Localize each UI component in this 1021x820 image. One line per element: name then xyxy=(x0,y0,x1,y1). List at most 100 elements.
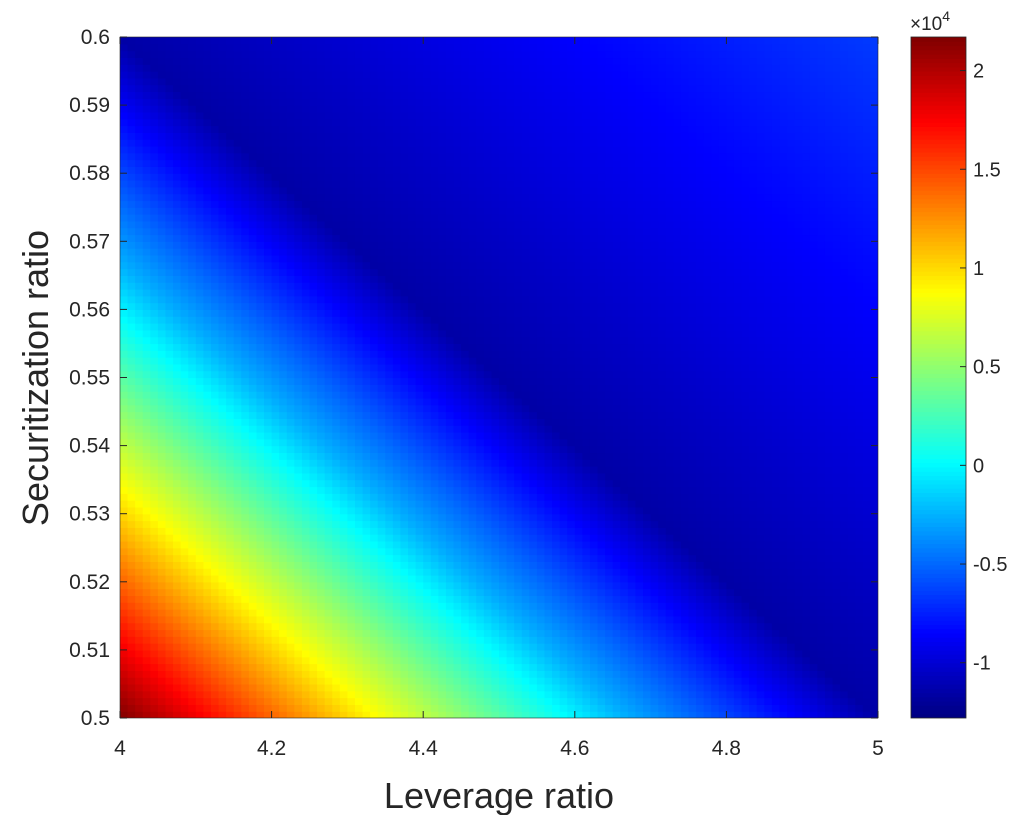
heatmap-cell xyxy=(135,261,144,270)
heatmap-cell xyxy=(120,663,129,671)
heatmap-cell xyxy=(468,254,477,263)
heatmap-cell xyxy=(309,186,318,195)
heatmap-cell xyxy=(309,234,318,242)
heatmap-cell xyxy=(339,663,348,671)
heatmap-cell xyxy=(415,397,424,406)
heatmap-cell xyxy=(286,527,295,535)
heatmap-cell xyxy=(279,534,288,542)
heatmap-cell xyxy=(354,282,364,290)
heatmap-cell xyxy=(491,554,500,562)
heatmap-cell xyxy=(370,391,379,399)
heatmap-cell xyxy=(286,704,295,712)
heatmap-cell xyxy=(430,125,439,133)
heatmap-cell xyxy=(317,323,326,331)
heatmap-cell xyxy=(392,486,402,494)
heatmap-cell xyxy=(370,98,379,106)
heatmap-cell xyxy=(423,180,432,188)
heatmap-cell xyxy=(461,540,470,549)
heatmap-cell xyxy=(423,186,432,195)
heatmap-cell xyxy=(218,609,227,617)
heatmap-cell xyxy=(438,152,447,161)
heatmap-cell xyxy=(195,98,204,106)
heatmap-cell xyxy=(180,377,189,385)
heatmap-cell xyxy=(218,663,227,671)
heatmap-cell xyxy=(142,425,151,433)
heatmap-cell xyxy=(180,125,189,133)
heatmap-cell xyxy=(400,214,409,222)
heatmap-cell xyxy=(347,227,356,236)
heatmap-cell xyxy=(195,248,204,256)
heatmap-cell xyxy=(120,431,129,440)
heatmap-cell xyxy=(415,513,424,522)
heatmap-cell xyxy=(226,118,235,127)
heatmap-cell xyxy=(362,670,371,678)
heatmap-cell xyxy=(339,166,348,174)
heatmap-cell xyxy=(483,71,493,79)
heatmap-cell xyxy=(408,193,417,202)
heatmap-cell xyxy=(408,295,417,304)
heatmap-cell xyxy=(173,57,182,65)
heatmap-cell xyxy=(347,370,356,379)
heatmap-cell xyxy=(324,200,333,208)
heatmap-cell xyxy=(279,663,288,671)
heatmap-cell xyxy=(203,193,212,202)
heatmap-cell xyxy=(317,241,326,249)
heatmap-cell xyxy=(127,629,136,637)
heatmap-cell xyxy=(233,145,242,154)
heatmap-cell xyxy=(294,234,303,242)
heatmap-cell xyxy=(203,452,212,460)
heatmap-cell xyxy=(301,479,311,488)
heatmap-cell xyxy=(385,425,394,433)
heatmap-cell xyxy=(127,534,136,542)
heatmap-cell xyxy=(218,649,227,658)
heatmap-cell xyxy=(264,180,273,188)
heatmap-cell xyxy=(203,186,212,195)
heatmap-cell xyxy=(180,629,189,637)
heatmap-cell xyxy=(377,493,386,501)
heatmap-cell xyxy=(301,506,311,515)
heatmap-cell xyxy=(150,309,159,317)
heatmap-cell xyxy=(476,391,485,399)
heatmap-cell xyxy=(271,540,280,549)
heatmap-cell xyxy=(226,139,235,147)
heatmap-cell xyxy=(392,64,402,72)
heatmap-cell xyxy=(476,254,485,263)
heatmap-cell xyxy=(226,227,235,236)
heatmap-cell xyxy=(392,466,402,474)
heatmap-cell xyxy=(248,71,258,79)
heatmap-cell xyxy=(309,547,318,556)
heatmap-cell xyxy=(226,677,235,685)
heatmap-cell xyxy=(324,581,333,590)
heatmap-cell xyxy=(226,411,235,419)
heatmap-cell xyxy=(392,411,402,419)
heatmap-cell xyxy=(332,534,341,542)
heatmap-cell xyxy=(453,568,462,576)
heatmap-cell xyxy=(120,111,129,120)
heatmap-cell xyxy=(430,411,439,419)
heatmap-cell xyxy=(445,193,455,202)
heatmap-cell xyxy=(248,186,258,195)
heatmap-cell xyxy=(127,568,136,576)
heatmap-cell xyxy=(188,145,197,154)
heatmap-cell xyxy=(347,207,356,215)
heatmap-cell xyxy=(385,37,394,45)
heatmap-cell xyxy=(233,588,242,597)
heatmap-cell xyxy=(408,118,417,127)
heatmap-cell xyxy=(392,145,402,154)
heatmap-cell xyxy=(445,139,455,147)
heatmap-cell xyxy=(476,207,485,215)
heatmap-cell xyxy=(264,384,273,392)
heatmap-cell xyxy=(317,363,326,372)
heatmap-cell xyxy=(400,350,409,358)
heatmap-cell xyxy=(210,649,220,658)
heatmap-cell xyxy=(210,248,220,256)
heatmap-cell xyxy=(483,452,493,460)
heatmap-cell xyxy=(362,513,371,522)
heatmap-cell xyxy=(165,71,174,79)
heatmap-cell xyxy=(408,357,417,365)
heatmap-cell xyxy=(461,343,470,351)
heatmap-cell xyxy=(142,629,151,637)
heatmap-cell xyxy=(120,282,129,290)
heatmap-cell xyxy=(180,384,189,392)
heatmap-cell xyxy=(294,316,303,324)
